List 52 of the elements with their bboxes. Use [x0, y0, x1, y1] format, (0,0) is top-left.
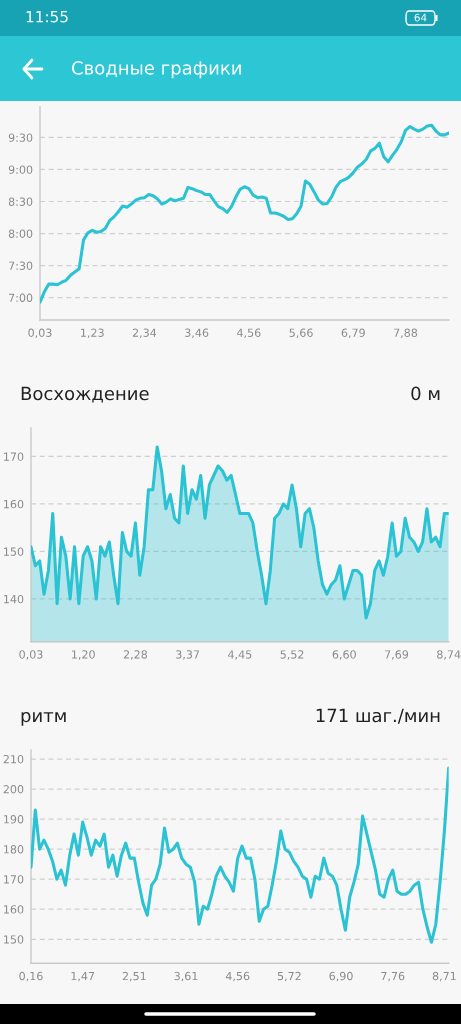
y-tick-label: 210: [3, 754, 24, 764]
text: 64: [414, 13, 427, 22]
y-tick-label: 160: [4, 905, 24, 914]
x-tick-label: 2,28: [123, 650, 148, 660]
x-tick-label: 0,03: [19, 650, 43, 660]
y-tick-label: 9:00: [8, 165, 33, 174]
x-tick-label: 8,74: [437, 650, 461, 660]
x-tick-label: 1,23: [81, 328, 104, 339]
line-series: [31, 766, 449, 944]
x-tick-label: 1,20: [72, 650, 95, 660]
x-tick-label: 6,90: [329, 971, 353, 982]
y-tick-label: 170: [4, 875, 24, 884]
y-tick-label: 190: [4, 815, 24, 824]
y-tick-label: 8:30: [8, 197, 33, 206]
y-tick-label: 150: [4, 935, 24, 944]
y-tick-label: 7:30: [9, 261, 33, 270]
x-tick-label: 7,76: [381, 971, 405, 982]
chart-title: Восхождение: [21, 386, 149, 403]
x-tick-label: 4,56: [225, 971, 250, 982]
line-series: [40, 123, 449, 304]
x-tick-label: 4,56: [237, 328, 261, 339]
x-tick-label: 7,88: [394, 328, 418, 339]
y-tick-label: 140: [4, 594, 24, 604]
x-tick-label: 4,45: [228, 650, 252, 660]
chart-subtitle: 0 м: [411, 386, 440, 401]
x-tick-label: 5,66: [289, 328, 313, 339]
y-tick-label: 9:30: [8, 133, 33, 142]
x-tick-label: 6,60: [332, 650, 356, 660]
x-tick-label: 3,46: [185, 328, 209, 339]
y-tick-label: 180: [4, 845, 24, 854]
chart-title: Сводные графики: [72, 61, 241, 79]
x-tick-label: 5,72: [277, 971, 301, 982]
x-tick-label: 7,69: [385, 650, 409, 660]
y-tick-label: 150: [4, 547, 24, 556]
x-tick-label: 0,16: [19, 971, 43, 982]
y-tick-label: 160: [4, 499, 24, 509]
x-tick-label: 6,79: [341, 328, 365, 339]
x-tick-label: 3,61: [174, 971, 198, 982]
x-tick-label: 0,03: [28, 328, 52, 339]
x-tick-label: 1,47: [71, 971, 95, 982]
chart-title: ритм: [21, 711, 66, 726]
text: 11:55: [26, 11, 68, 23]
y-tick-label: 200: [3, 785, 24, 794]
chart-subtitle: 171 шаг./мин: [316, 708, 440, 724]
y-tick-label: 170: [4, 452, 24, 461]
x-tick-label: 5,52: [280, 650, 304, 660]
x-tick-label: 8,71: [432, 971, 456, 982]
y-tick-label: 8:00: [8, 229, 33, 238]
x-tick-label: 2,51: [122, 971, 146, 982]
y-tick-label: 7:00: [9, 293, 33, 302]
x-tick-label: 3,37: [176, 650, 200, 660]
x-tick-label: 2,34: [132, 328, 157, 339]
